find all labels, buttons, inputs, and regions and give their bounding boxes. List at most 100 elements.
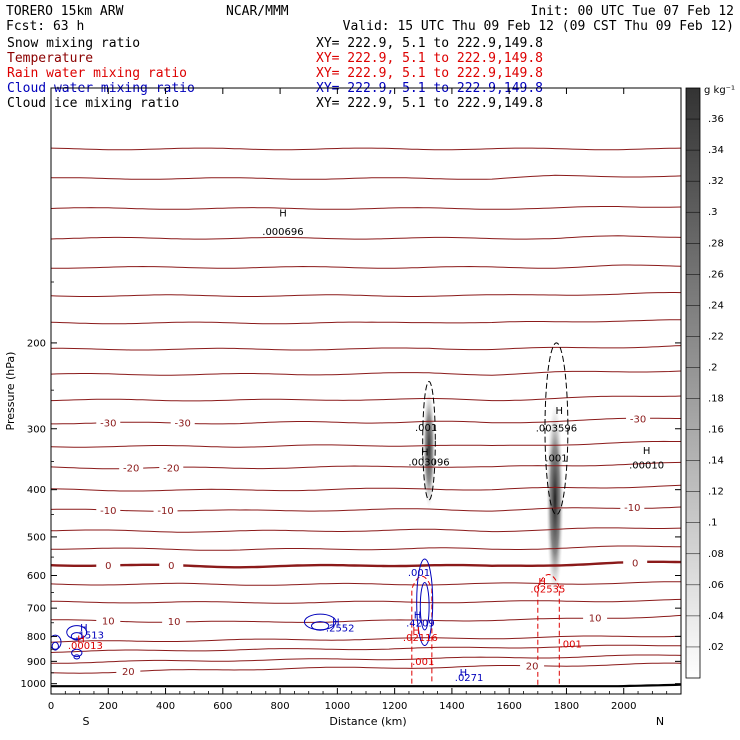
maximum-value: .00013 <box>68 641 103 652</box>
x-tick-label: 0 <box>48 701 54 712</box>
legend-rain-name: Rain water mixing ratio <box>7 66 187 81</box>
isotherm-15 <box>51 395 681 402</box>
colorbar-tick-label: .32 <box>708 176 724 187</box>
x-tick-label: 1200 <box>382 701 407 712</box>
isotherm-24 <box>51 147 681 151</box>
legend: Snow mixing ratio XY= 222.9, 5.1 to 222.… <box>7 36 543 111</box>
isotherm-16 <box>51 370 681 376</box>
cloud-water-contour-4 <box>71 648 83 658</box>
colorbar-gradient <box>685 87 701 679</box>
isotherm-0 <box>51 560 681 569</box>
x-tick-label: 1800 <box>554 701 579 712</box>
maximum-value: .001 <box>560 639 582 650</box>
colorbar-tick-label: .18 <box>708 394 724 405</box>
legend-snow-name: Snow mixing ratio <box>7 36 140 51</box>
isotherm-10 <box>51 614 681 623</box>
isotherm-label-bg <box>626 412 651 425</box>
maximum-value: .0271 <box>455 673 484 684</box>
isotherm-19 <box>51 292 681 297</box>
cloud-water-contours <box>51 558 434 660</box>
colorbar-tick-label: .08 <box>708 549 724 560</box>
header-valid: Valid: 15 UTC Thu 09 Feb 12 (09 CST Thu … <box>343 19 734 34</box>
y-tick-label: 900 <box>27 657 46 668</box>
isotherm-label-bg <box>96 504 121 517</box>
maximum-value: .001 <box>412 657 434 668</box>
isotherm-18 <box>51 319 681 325</box>
colorbar-tick-label: .04 <box>708 611 724 622</box>
maximum-value: .1513 <box>75 630 104 641</box>
maximum-value: .02116 <box>403 633 438 644</box>
axes: 0 200 400 600 800 1000 1200 1400 1600 1800 2000100… <box>21 88 681 712</box>
isotherm-label-bg <box>96 559 121 572</box>
maximum-value: .003096 <box>408 458 449 469</box>
isotherm-label-bg <box>96 417 121 430</box>
colorbar-tick-label: .1 <box>708 518 718 529</box>
cloud-water-contour-0 <box>416 558 434 646</box>
maximum-marker: H <box>412 626 420 637</box>
maximum-marker: H <box>332 618 340 629</box>
colorbar-tick-label: .06 <box>708 580 724 591</box>
x-axis-label: Distance (km) <box>329 715 406 728</box>
maximum-marker: H <box>643 446 651 457</box>
isotherm-label-bg <box>153 504 178 517</box>
isotherm-label--30: -30 <box>100 419 116 430</box>
isotherm-label--10: -10 <box>624 503 640 514</box>
isotherm-label-20: 20 <box>122 667 135 678</box>
surface-line <box>51 683 681 688</box>
isotherm-22 <box>51 206 681 210</box>
colorbar-tick-label: .24 <box>708 300 724 311</box>
isotherm-label--20: -20 <box>163 463 179 474</box>
x-tick-label: 800 <box>271 701 290 712</box>
isotherm-label-bg <box>159 461 184 474</box>
maximum-value: .2552 <box>326 624 355 635</box>
isotherm-5 <box>51 598 681 604</box>
isotherm-label-0: 0 <box>168 561 174 572</box>
colorbar-tick-label: .34 <box>708 145 724 156</box>
surface-pressure-line <box>51 683 681 688</box>
isotherm-17 <box>51 345 681 351</box>
maximum-value: .4209 <box>406 619 435 630</box>
rain-contour-1 <box>537 573 560 685</box>
isotherm-label-bg <box>620 501 645 514</box>
y-tick-label: 500 <box>27 532 46 543</box>
isotherm-21 <box>51 235 681 240</box>
colorbar-tick-label: .2 <box>708 362 718 373</box>
x-end-label-right: N <box>656 715 664 728</box>
maximum-marker: H <box>538 577 546 588</box>
colorbar: g kg⁻¹ .36 .34 .32 .3 .28 .26 .24 .22 .2 .18 .16 .1… <box>685 85 735 679</box>
isotherm-label-10: 10 <box>168 617 181 628</box>
x-end-label-left: S <box>83 715 90 728</box>
isotherm-9 <box>51 527 681 533</box>
isotherm-13 <box>51 440 681 448</box>
cloud-water-contour-inner-2 <box>70 632 83 641</box>
x-tick-label: 600 <box>213 701 232 712</box>
y-tick-label: 700 <box>27 604 46 615</box>
maximum-value: .001 <box>408 568 430 579</box>
isotherm-2 <box>51 644 681 653</box>
cloud-water-contour-2 <box>66 625 88 640</box>
isotherm-label-bg <box>623 556 648 569</box>
y-tick-label: 300 <box>27 424 46 435</box>
isotherm-label-bg <box>170 417 195 430</box>
maximum-marker: H <box>421 447 429 458</box>
isotherm-label-bg <box>119 461 144 474</box>
y-tick-label: 600 <box>27 571 46 582</box>
isotherm-23 <box>51 174 681 180</box>
cloud-water-contour-inner-0 <box>419 581 430 631</box>
x-tick-label: 200 <box>99 701 118 712</box>
colorbar-tick-label: .12 <box>708 487 724 498</box>
y-tick-label: 200 <box>27 338 46 349</box>
isotherm-label--30: -30 <box>175 419 191 430</box>
y-tick-label: 1000 <box>21 679 46 690</box>
isotherm-label-bg <box>583 612 608 625</box>
maximum-marker: H <box>279 208 287 219</box>
cloud-ice-contours <box>422 342 569 516</box>
colorbar-units: g kg⁻¹ <box>704 85 735 96</box>
header-init: Init: 00 UTC Tue 07 Feb 12 <box>531 4 735 19</box>
isotherm-label--10: -10 <box>157 506 173 517</box>
colorbar-tick-label: .14 <box>708 456 724 467</box>
colorbar-tick-label: .22 <box>708 331 724 342</box>
isotherm-3 <box>51 635 681 643</box>
y-axis-label: Pressure (hPa) <box>4 352 17 431</box>
